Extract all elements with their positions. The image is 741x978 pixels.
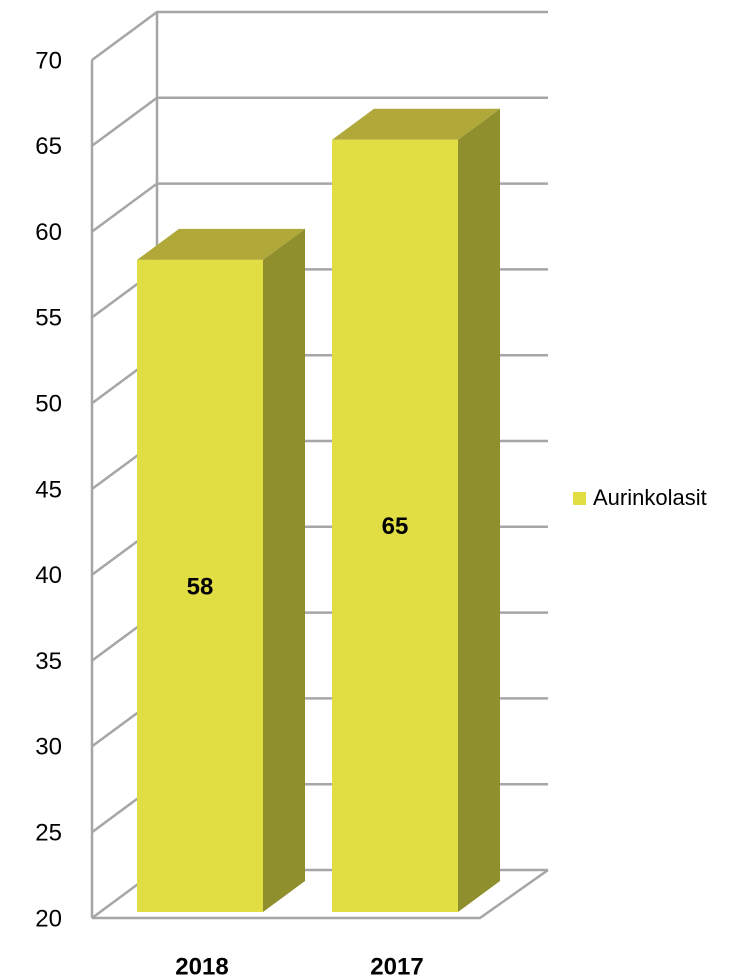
data-label: 65: [382, 513, 409, 540]
x-tick-label: 2018: [175, 953, 228, 978]
x-tick-label: 2017: [370, 953, 423, 978]
y-tick-label: 70: [35, 47, 62, 74]
legend-label: Aurinkolasit: [593, 485, 707, 510]
bar-side: [263, 228, 305, 913]
bar-side: [458, 108, 500, 913]
y-tick-label: 65: [35, 133, 62, 160]
grid-line: [91, 10, 548, 62]
bar: [137, 259, 263, 912]
bar-top: [137, 228, 305, 260]
y-tick-label: 30: [35, 734, 62, 761]
floor: [92, 868, 549, 920]
y-tick-label: 60: [35, 219, 62, 246]
data-label: 58: [187, 573, 214, 600]
bar-top: [332, 108, 500, 140]
grid-line: [91, 96, 548, 147]
y-tick-label: 40: [35, 562, 62, 589]
bar: [332, 139, 458, 913]
y-tick-label: 45: [35, 476, 62, 503]
legend-swatch: [573, 492, 586, 505]
y-tick-label: 25: [35, 820, 62, 847]
y-tick-label: 35: [35, 648, 62, 675]
y-tick-label: 20: [35, 905, 62, 932]
y-tick-label: 55: [35, 305, 62, 332]
y-tick-label: 50: [35, 391, 62, 418]
